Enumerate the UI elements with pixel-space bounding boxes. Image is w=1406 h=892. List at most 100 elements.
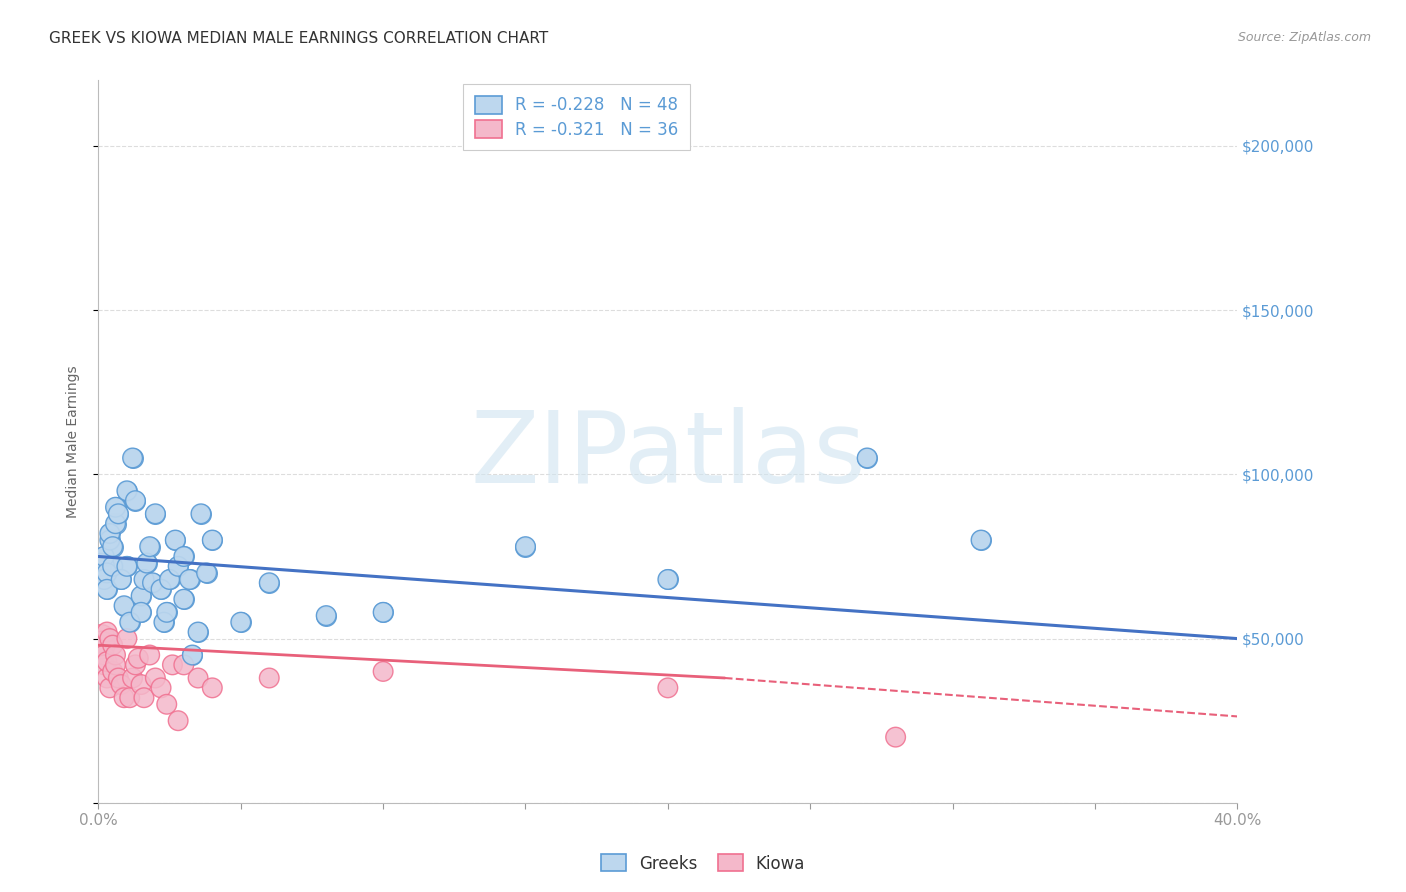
Point (259, 671, 281, 685)
Point (101, 559, 124, 574)
Point (259, 575, 281, 590)
Point (167, 714, 190, 728)
Point (657, 681, 679, 695)
Point (150, 681, 173, 695)
Point (657, 573, 679, 587)
Point (132, 573, 155, 587)
Point (129, 589, 152, 603)
Point (115, 559, 138, 574)
Point (145, 671, 167, 685)
Point (115, 483, 138, 498)
Point (127, 651, 149, 665)
Point (112, 599, 135, 613)
Legend: R = -0.228   N = 48, R = -0.321   N = 36: R = -0.228 N = 48, R = -0.321 N = 36 (464, 84, 690, 151)
Point (104, 500, 127, 515)
Point (124, 493, 146, 508)
Point (229, 615, 252, 630)
Point (657, 573, 679, 587)
Point (190, 507, 212, 521)
Point (124, 493, 146, 508)
Point (101, 559, 124, 574)
Point (141, 575, 163, 590)
Point (107, 507, 129, 521)
Point (515, 540, 537, 554)
Point (201, 681, 224, 695)
Point (104, 500, 127, 515)
Point (970, 533, 993, 547)
Point (187, 625, 209, 640)
Point (110, 573, 132, 587)
Point (229, 615, 252, 630)
Point (173, 549, 195, 564)
Point (98, 681, 121, 695)
Point (96, 582, 118, 597)
Point (118, 615, 141, 630)
Point (156, 605, 179, 619)
Text: ZIPatlas: ZIPatlas (470, 408, 866, 505)
Point (138, 648, 160, 662)
Point (195, 566, 218, 580)
Point (181, 648, 204, 662)
Point (96, 566, 118, 580)
Point (101, 540, 124, 554)
Point (115, 483, 138, 498)
Point (101, 638, 124, 652)
Point (121, 450, 143, 465)
Point (90, 632, 112, 646)
Point (93, 648, 115, 662)
Point (112, 690, 135, 705)
Point (373, 605, 395, 619)
Point (173, 592, 195, 607)
Point (970, 533, 993, 547)
Point (96, 566, 118, 580)
Point (104, 648, 127, 662)
Point (90, 559, 112, 574)
Point (315, 608, 337, 623)
Point (129, 677, 152, 691)
Point (153, 615, 176, 630)
Point (173, 592, 195, 607)
Point (138, 540, 160, 554)
Point (107, 507, 129, 521)
Point (201, 533, 224, 547)
Point (115, 559, 138, 574)
Point (121, 671, 143, 685)
Point (259, 575, 281, 590)
Point (129, 589, 152, 603)
Point (104, 516, 127, 531)
Point (93, 549, 115, 564)
Point (98, 533, 121, 547)
Point (135, 556, 157, 570)
Point (90, 638, 112, 652)
Point (162, 657, 184, 672)
Point (195, 566, 218, 580)
Point (90, 559, 112, 574)
Legend: Greeks, Kiowa: Greeks, Kiowa (595, 847, 811, 880)
Point (98, 632, 121, 646)
Point (173, 549, 195, 564)
Point (118, 690, 141, 705)
Point (150, 582, 173, 597)
Point (150, 582, 173, 597)
Point (145, 507, 167, 521)
Point (101, 540, 124, 554)
Point (179, 573, 201, 587)
Point (101, 665, 124, 679)
Point (96, 582, 118, 597)
Point (110, 573, 132, 587)
Point (93, 549, 115, 564)
Point (104, 657, 127, 672)
Point (165, 533, 187, 547)
Point (173, 657, 195, 672)
Point (315, 608, 337, 623)
Point (167, 559, 190, 574)
Point (129, 605, 152, 619)
Point (856, 450, 879, 465)
Y-axis label: Median Male Earnings: Median Male Earnings (66, 365, 80, 518)
Point (373, 605, 395, 619)
Point (98, 526, 121, 541)
Point (96, 625, 118, 640)
Text: GREEK VS KIOWA MEDIAN MALE EARNINGS CORRELATION CHART: GREEK VS KIOWA MEDIAN MALE EARNINGS CORR… (49, 31, 548, 46)
Point (201, 533, 224, 547)
Point (115, 632, 138, 646)
